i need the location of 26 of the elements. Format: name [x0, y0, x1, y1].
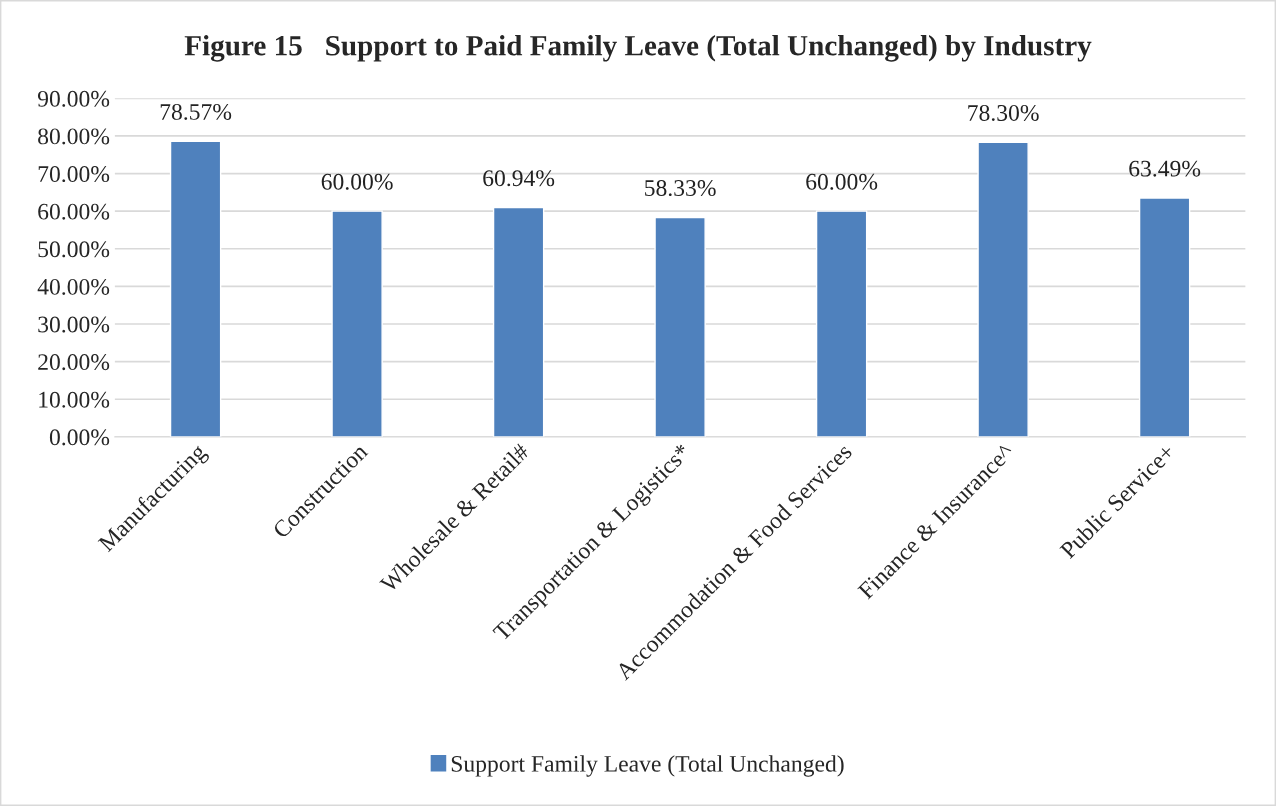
text: 78.30% — [968, 104, 1039, 121]
text: 78.57% — [160, 103, 232, 120]
text: 60.94% — [483, 170, 555, 187]
bar — [654, 216, 706, 437]
text: 58.33% — [645, 180, 716, 197]
y-tick-label: 70.00% — [38, 166, 110, 183]
y-tick-label: 60.00% — [38, 203, 110, 220]
y-tick-label: 40.00% — [37, 278, 110, 295]
bar — [1138, 197, 1191, 437]
y-tick-label: 50.00% — [38, 241, 110, 258]
chart-title: Figure 15 Support to Paid Family Leave (Total Unchanged) by Industry — [184, 35, 1092, 62]
bar — [815, 210, 868, 437]
y-tick-label: 80.00% — [38, 128, 110, 145]
bar — [492, 206, 545, 437]
y-tick-label: 10.00% — [39, 391, 110, 408]
bar — [331, 210, 383, 437]
bar — [977, 141, 1029, 437]
y-tick-label: 20.00% — [38, 354, 110, 371]
y-tick-label: 0.00% — [49, 429, 110, 446]
text: 60.00% — [321, 173, 393, 190]
text: 63.49% — [1129, 160, 1201, 177]
bar — [169, 140, 222, 437]
text: 60.00% — [806, 173, 878, 190]
y-tick-label: 30.00% — [38, 316, 110, 333]
legend-label: Support Family Leave (Total Unchanged) — [451, 755, 844, 777]
y-tick-label: 90.00% — [37, 90, 110, 107]
